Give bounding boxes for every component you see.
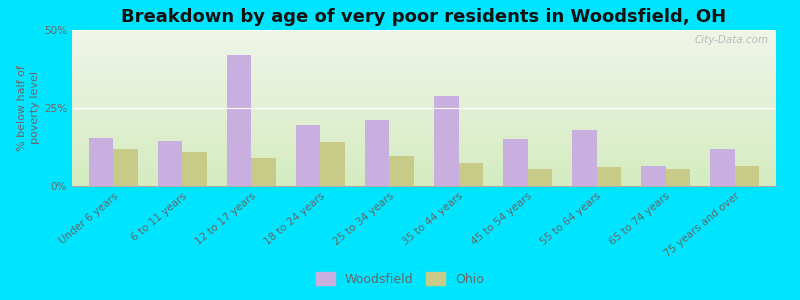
- Bar: [642, 166, 666, 186]
- Bar: [321, 142, 345, 186]
- Bar: [158, 141, 182, 186]
- Bar: [527, 169, 552, 186]
- Bar: [227, 55, 251, 186]
- Bar: [296, 125, 321, 186]
- Bar: [114, 148, 138, 186]
- Bar: [710, 148, 734, 186]
- Bar: [434, 95, 458, 186]
- Bar: [572, 130, 597, 186]
- Bar: [666, 169, 690, 186]
- Bar: [503, 139, 527, 186]
- Bar: [90, 138, 114, 186]
- Bar: [458, 163, 482, 186]
- Y-axis label: % below half of
poverty level: % below half of poverty level: [17, 65, 40, 151]
- Bar: [182, 152, 206, 186]
- Bar: [366, 121, 390, 186]
- Bar: [251, 158, 276, 186]
- Text: City-Data.com: City-Data.com: [695, 35, 769, 45]
- Bar: [597, 167, 621, 186]
- Bar: [390, 156, 414, 186]
- Bar: [734, 166, 758, 186]
- Legend: Woodsfield, Ohio: Woodsfield, Ohio: [311, 267, 489, 291]
- Title: Breakdown by age of very poor residents in Woodsfield, OH: Breakdown by age of very poor residents …: [122, 8, 726, 26]
